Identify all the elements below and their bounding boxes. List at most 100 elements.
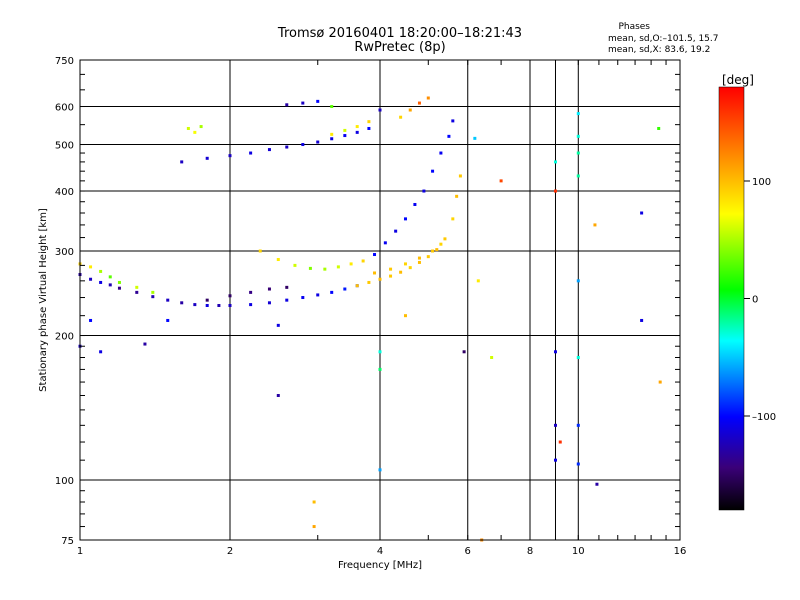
- point-s12-22: [558, 440, 562, 444]
- point-s0-2: [99, 280, 103, 284]
- point-s3-2: [378, 277, 382, 281]
- point-s0-18: [330, 290, 334, 294]
- point-s6-4: [323, 267, 327, 271]
- point-s7-0: [180, 160, 184, 164]
- axis-ticks: 1 2 4 6 8 10 16 75 100 200 300 400 500 600 750: [55, 56, 686, 557]
- point-s7-2: [228, 154, 232, 158]
- point-s12-30: [576, 355, 580, 359]
- point-s0-10: [205, 303, 209, 307]
- chart-subtitle: RwPretec (8p): [354, 40, 446, 55]
- point-s12-12: [403, 314, 407, 318]
- stats-x-mode: mean, sd,X: 83.6, 19.2: [608, 45, 711, 55]
- point-s6-5: [336, 265, 340, 269]
- point-s0-4: [117, 286, 121, 290]
- point-s2-3: [267, 287, 271, 291]
- point-s12-17: [499, 179, 503, 183]
- x-tick-label-5: 10: [572, 546, 585, 557]
- point-s10-2: [316, 99, 320, 103]
- point-s0-6: [151, 295, 155, 299]
- point-s4-3: [417, 256, 421, 260]
- point-s3-3: [389, 274, 393, 278]
- point-s12-26: [576, 134, 580, 138]
- y-tick-label-3: 300: [55, 247, 74, 258]
- point-s12-36: [640, 318, 644, 322]
- colorbar-label: [deg]: [722, 73, 754, 87]
- point-s7-3: [249, 151, 253, 155]
- point-s7-6: [301, 143, 305, 147]
- point-s12-14: [476, 279, 480, 283]
- point-s9-0: [399, 115, 403, 119]
- point-s3-5: [408, 266, 412, 270]
- point-s12-3: [143, 342, 147, 346]
- point-s7-5: [285, 145, 289, 149]
- point-s2-2: [249, 290, 253, 294]
- y-tick-label-1: 100: [55, 476, 74, 487]
- x-tick-label-3: 6: [465, 546, 471, 557]
- point-s11-2: [199, 125, 203, 129]
- point-s12-9: [378, 350, 382, 354]
- point-s5-6: [431, 169, 435, 173]
- point-s12-37: [657, 126, 661, 130]
- point-s4-2: [403, 262, 407, 266]
- point-s1-2: [99, 269, 103, 273]
- point-s1-4: [117, 280, 121, 284]
- x-tick-label-0: 1: [77, 546, 83, 557]
- point-s12-13: [462, 350, 466, 354]
- point-s12-5: [276, 323, 280, 327]
- point-s0-17: [316, 293, 320, 297]
- chart-title: Tromsø 20160401 18:20:00–18:21:43: [277, 26, 523, 41]
- point-s3-12: [458, 174, 462, 178]
- point-s12-7: [312, 500, 316, 504]
- point-s6-7: [361, 259, 365, 263]
- point-s12-34: [595, 482, 599, 486]
- point-s0-14: [267, 301, 271, 305]
- point-s0-3: [108, 283, 112, 287]
- point-s12-33: [593, 223, 597, 227]
- point-s0-12: [228, 303, 232, 307]
- point-s3-7: [426, 255, 430, 259]
- point-s4-1: [389, 267, 393, 271]
- colorbar: [718, 86, 745, 511]
- x-tick-label-4: 8: [527, 546, 533, 557]
- point-s7-8: [330, 137, 334, 141]
- point-s0-11: [217, 303, 221, 307]
- point-s1-6: [151, 290, 155, 294]
- point-s12-4: [166, 318, 170, 322]
- point-s12-23: [553, 160, 557, 164]
- point-s12-18: [473, 136, 477, 140]
- point-s3-6: [417, 260, 421, 264]
- point-s10-1: [301, 101, 305, 105]
- stats-o-mode: mean, sd,O:–101.5, 15.7: [608, 34, 719, 44]
- point-s2-1: [228, 294, 232, 298]
- point-s12-32: [576, 462, 580, 466]
- point-s0-16: [301, 296, 305, 300]
- point-s9-2: [417, 101, 421, 105]
- point-s0-15: [285, 298, 289, 302]
- grid-lines: [80, 60, 680, 540]
- point-s6-6: [349, 262, 353, 266]
- point-s0-7: [166, 298, 170, 302]
- point-s3-1: [367, 280, 371, 284]
- point-s5-4: [413, 202, 417, 206]
- point-s0-19: [343, 287, 347, 291]
- y-tick-label-6: 600: [55, 103, 74, 114]
- point-s7-7: [316, 140, 320, 144]
- point-s12-31: [576, 423, 580, 427]
- point-s6-2: [293, 263, 297, 267]
- point-s8-3: [367, 120, 371, 124]
- point-s7-1: [205, 156, 209, 160]
- point-s6-0: [258, 249, 262, 253]
- point-s5-9: [451, 119, 455, 123]
- point-s10-0: [285, 103, 289, 107]
- point-s9-1: [408, 108, 412, 112]
- point-s12-21: [553, 458, 557, 462]
- point-s7-11: [367, 126, 371, 130]
- point-s5-5: [422, 189, 426, 193]
- point-s7-4: [267, 148, 271, 152]
- point-s12-11: [378, 468, 382, 472]
- point-s12-24: [553, 189, 557, 193]
- point-s4-0: [373, 271, 377, 275]
- y-axis-label: Stationary phase Virtual Height [km]: [38, 208, 49, 392]
- point-s3-11: [455, 194, 459, 198]
